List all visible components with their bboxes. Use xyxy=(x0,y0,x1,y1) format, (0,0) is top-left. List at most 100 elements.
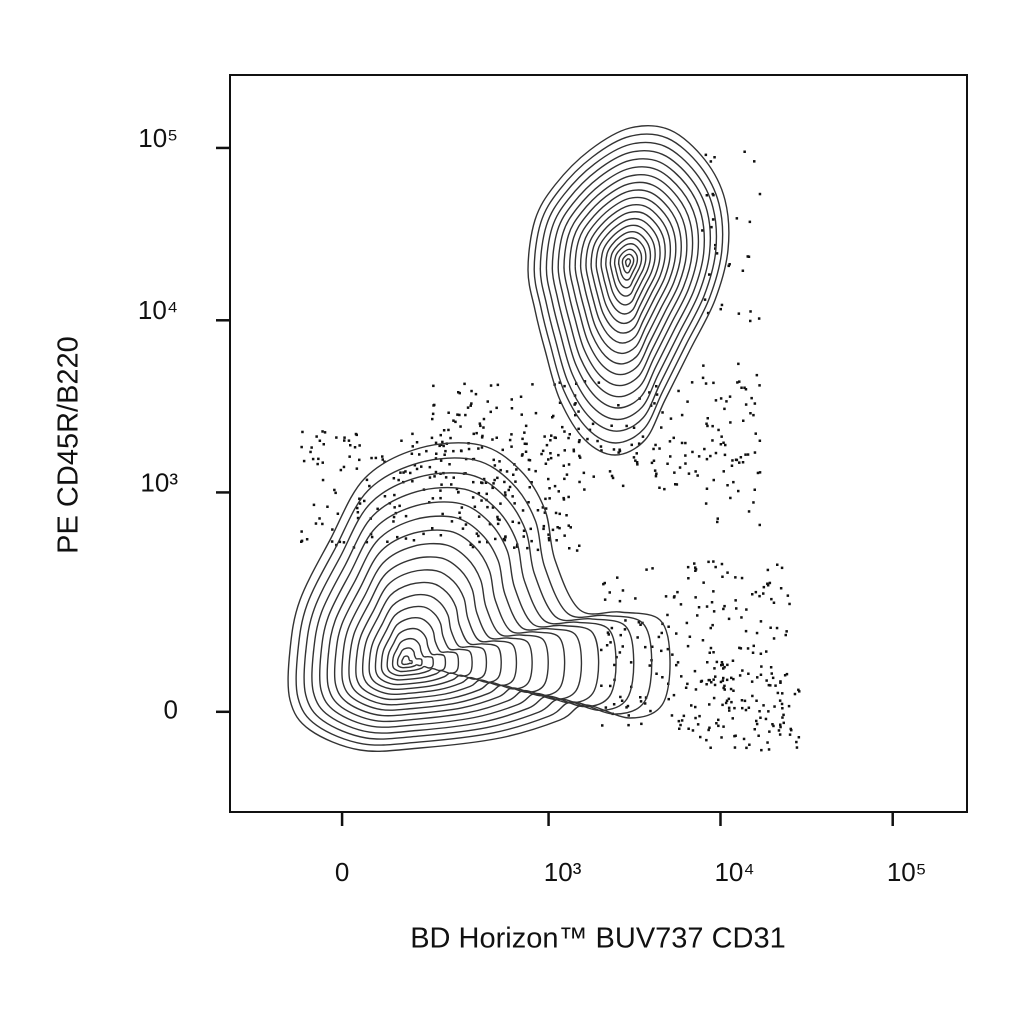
event-dot xyxy=(755,373,759,377)
event-dot xyxy=(722,676,725,680)
event-dot xyxy=(460,506,464,509)
event-dot xyxy=(661,411,664,414)
contour-line xyxy=(613,243,643,289)
contour-line xyxy=(574,189,682,365)
event-dot xyxy=(714,675,717,678)
event-dot xyxy=(768,581,772,585)
event-dot xyxy=(712,381,715,385)
event-dot xyxy=(721,703,724,707)
event-dot xyxy=(498,518,501,522)
event-dot xyxy=(679,723,682,727)
contour-line xyxy=(539,141,718,432)
event-dot xyxy=(543,511,547,514)
event-dot xyxy=(753,451,757,454)
event-dot xyxy=(694,568,698,571)
event-dot xyxy=(411,480,414,483)
event-dot xyxy=(709,746,712,749)
event-dot xyxy=(439,443,443,446)
event-dot xyxy=(492,458,495,462)
event-dot xyxy=(599,445,603,448)
contour-line xyxy=(380,617,460,681)
event-dot xyxy=(457,391,460,394)
event-dot xyxy=(439,489,442,492)
event-dot xyxy=(737,312,741,315)
event-dot xyxy=(635,452,638,455)
event-dot xyxy=(720,435,723,438)
event-dot xyxy=(745,746,748,750)
event-dot xyxy=(754,590,758,594)
event-dot xyxy=(608,470,612,473)
event-dot xyxy=(703,447,706,451)
event-dot xyxy=(690,704,693,707)
event-dot xyxy=(577,410,580,413)
event-dot xyxy=(485,492,488,496)
event-dot xyxy=(666,613,669,617)
event-dot xyxy=(684,462,687,465)
event-dot xyxy=(530,481,533,484)
event-dot xyxy=(693,562,696,565)
event-dot xyxy=(637,621,641,624)
event-dot xyxy=(690,381,694,384)
event-dot xyxy=(750,396,753,400)
event-dot xyxy=(727,697,731,701)
event-dot xyxy=(356,511,360,514)
event-dot xyxy=(300,445,303,449)
event-dot xyxy=(655,672,658,675)
event-dot xyxy=(797,688,800,692)
event-dot xyxy=(697,455,701,458)
event-dot xyxy=(741,669,744,672)
event-dot xyxy=(696,614,699,617)
event-dot xyxy=(749,412,752,415)
event-dot xyxy=(637,442,641,445)
event-dot xyxy=(503,480,506,484)
event-dot xyxy=(434,457,438,460)
event-dot xyxy=(567,495,570,499)
event-dot xyxy=(728,709,731,712)
event-dot xyxy=(503,538,507,542)
event-dot xyxy=(772,724,775,728)
event-dot xyxy=(448,463,451,466)
event-dot xyxy=(724,443,727,447)
event-dot xyxy=(691,450,694,454)
event-dot xyxy=(499,502,502,505)
event-dot xyxy=(486,540,489,544)
event-dot xyxy=(600,648,603,652)
event-dot xyxy=(486,400,489,403)
event-dot xyxy=(549,456,553,460)
event-dot xyxy=(469,543,472,546)
event-dot xyxy=(757,317,761,320)
event-dot xyxy=(733,746,737,749)
event-dot xyxy=(392,515,396,519)
event-dot xyxy=(434,441,438,445)
event-dot xyxy=(769,666,773,669)
event-dot xyxy=(578,454,581,458)
event-dot xyxy=(392,520,395,523)
event-dot xyxy=(774,684,777,687)
event-dot xyxy=(526,546,529,550)
event-dot xyxy=(708,273,711,276)
event-dot xyxy=(482,426,485,429)
event-dot xyxy=(769,626,772,629)
event-dot xyxy=(348,455,351,458)
event-dot xyxy=(660,426,663,429)
event-dot xyxy=(478,422,482,425)
event-dot xyxy=(719,307,722,311)
event-dot xyxy=(524,424,528,428)
event-dot xyxy=(632,456,636,459)
event-dot xyxy=(318,439,322,442)
event-dot xyxy=(711,192,714,196)
event-dot xyxy=(654,443,657,447)
event-dot xyxy=(558,526,561,530)
events xyxy=(300,150,801,752)
event-dot xyxy=(562,498,566,501)
event-dot xyxy=(600,449,603,452)
event-dot xyxy=(402,471,405,474)
event-dot xyxy=(743,386,746,389)
event-dot xyxy=(762,704,765,707)
event-dot xyxy=(749,310,752,313)
event-dot xyxy=(563,477,566,481)
event-dot xyxy=(442,429,446,432)
event-dot xyxy=(565,473,569,476)
event-dot xyxy=(767,748,771,751)
